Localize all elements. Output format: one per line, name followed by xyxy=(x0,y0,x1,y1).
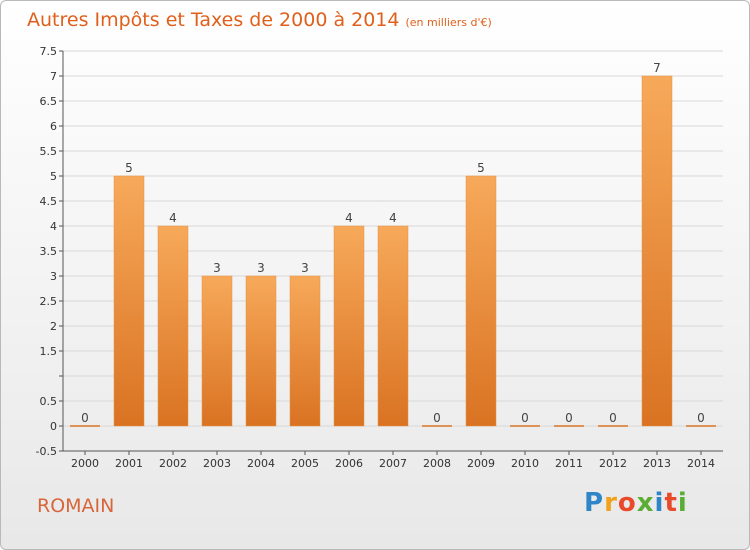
x-tick-label: 2003 xyxy=(203,457,231,470)
data-label: 0 xyxy=(433,411,441,425)
x-tick-label: 2001 xyxy=(115,457,143,470)
x-tick-label: 2013 xyxy=(643,457,671,470)
y-tick-label: 3 xyxy=(50,270,57,283)
y-tick-label: 4 xyxy=(50,220,57,233)
data-label: 0 xyxy=(609,411,617,425)
y-tick-label: 2.5 xyxy=(40,295,58,308)
data-label: 4 xyxy=(169,211,177,225)
logo-letter: t xyxy=(664,488,678,518)
x-tick-label: 2011 xyxy=(555,457,583,470)
x-tick-label: 2014 xyxy=(687,457,715,470)
logo-letter: r xyxy=(604,488,618,518)
data-label: 3 xyxy=(213,261,221,275)
x-tick-label: 2004 xyxy=(247,457,275,470)
data-label: 0 xyxy=(565,411,573,425)
bar xyxy=(201,275,233,427)
bars xyxy=(70,75,716,427)
y-tick-label: 2 xyxy=(50,320,57,333)
bar xyxy=(641,75,673,427)
x-tick-label: 2002 xyxy=(159,457,187,470)
bar xyxy=(377,225,409,427)
y-tick-label: 7.5 xyxy=(40,45,58,58)
logo-letter: o xyxy=(617,488,637,518)
data-label: 5 xyxy=(125,161,133,175)
x-tick-label: 2008 xyxy=(423,457,451,470)
chart-title: Autres Impôts et Taxes de 2000 à 2014 xyxy=(27,9,400,31)
y-tick-label: 6 xyxy=(50,120,57,133)
commune-name: ROMAIN xyxy=(37,495,115,517)
chart-title-block: Autres Impôts et Taxes de 2000 à 2014 (en… xyxy=(27,9,492,31)
labels: -0.5 0 0.5 1.5 2 2.5 3 3.5 4 4.5 5 5.5 6 6.5 7 7.5 0 2000… xyxy=(36,45,715,470)
bar xyxy=(245,275,277,427)
bar xyxy=(465,175,497,427)
logo-letter: i xyxy=(677,488,688,518)
y-tick-label: 4.5 xyxy=(40,195,58,208)
logo-letter: x xyxy=(636,488,655,518)
y-tick-label: 3.5 xyxy=(40,245,58,258)
bar xyxy=(113,175,145,427)
y-tick-label: 6.5 xyxy=(40,95,58,108)
y-tick-label: 7 xyxy=(50,70,57,83)
data-label: 4 xyxy=(389,211,397,225)
x-tick-label: 2007 xyxy=(379,457,407,470)
chart-subtitle: (en milliers d'€) xyxy=(405,16,492,29)
data-label: 7 xyxy=(653,61,661,75)
data-label: 5 xyxy=(477,161,485,175)
y-tick-label: -0.5 xyxy=(36,445,57,458)
data-label: 0 xyxy=(81,411,89,425)
x-tick-label: 2012 xyxy=(599,457,627,470)
data-label: 0 xyxy=(697,411,705,425)
y-tick-label: 5 xyxy=(50,170,57,183)
x-tick-label: 2009 xyxy=(467,457,495,470)
logo-letter: i xyxy=(654,488,665,518)
data-label: 4 xyxy=(345,211,353,225)
x-tick-label: 2010 xyxy=(511,457,539,470)
y-tick-label: 5.5 xyxy=(40,145,58,158)
y-tick-label: 1.5 xyxy=(40,345,58,358)
logo-letter: P xyxy=(584,488,605,518)
x-tick-label: 2000 xyxy=(71,457,99,470)
data-label: 3 xyxy=(257,261,265,275)
bar xyxy=(289,275,321,427)
proxiti-logo: Proxiti xyxy=(584,488,688,518)
y-tick-label: 0 xyxy=(50,420,57,433)
y-tick-label: 0.5 xyxy=(40,395,58,408)
bar xyxy=(333,225,365,427)
axes xyxy=(59,50,723,455)
x-tick-label: 2005 xyxy=(291,457,319,470)
x-tick-label: 2006 xyxy=(335,457,363,470)
data-label: 3 xyxy=(301,261,309,275)
bar xyxy=(157,225,189,427)
data-label: 0 xyxy=(521,411,529,425)
